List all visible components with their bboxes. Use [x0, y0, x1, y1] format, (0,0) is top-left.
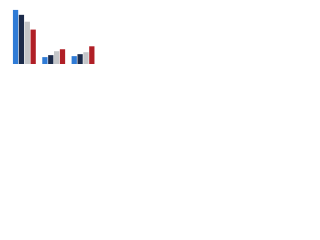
bar	[77, 54, 83, 64]
chart	[12, 9, 95, 65]
page: {"chart_data": {"type": "bar", "categori…	[0, 0, 100, 71]
bar	[18, 14, 25, 65]
bar	[54, 51, 60, 64]
bar	[24, 21, 30, 64]
bar	[89, 46, 95, 64]
bar	[30, 29, 36, 64]
bar	[48, 55, 54, 64]
bar	[83, 52, 89, 64]
bar	[42, 57, 48, 64]
bar	[59, 49, 66, 64]
bar	[12, 9, 19, 64]
bar	[71, 56, 77, 64]
